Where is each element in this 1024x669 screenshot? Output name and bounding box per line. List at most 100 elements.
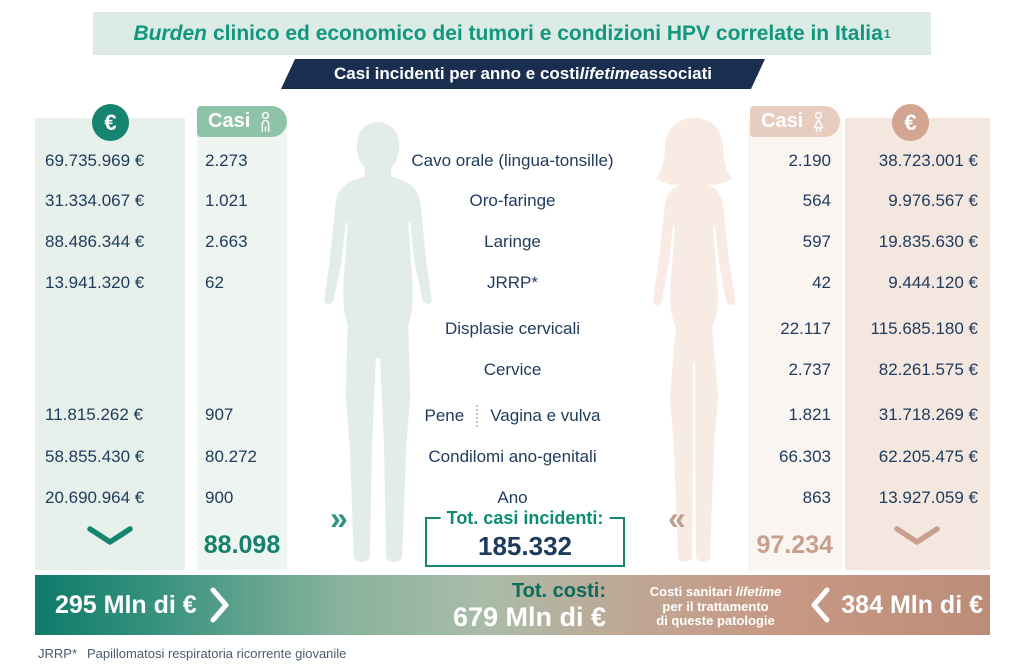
condition-label: JRRP* [486,273,538,292]
chevron-right-icon [210,587,229,623]
female-cost-value: 82.261.575 € [878,360,978,379]
female-cases-value: 66.303 [779,447,831,466]
male-cases-value: 2.273 [205,151,248,170]
female-cases-value: 597 [802,232,831,251]
incident-total-value: 185.332 [478,531,572,561]
table-row: Cervice 2.737 82.261.575 € [35,360,990,384]
costs-note-line1: Costi sanitari [649,584,736,599]
male-cases-value: 80.272 [205,447,257,466]
female-cost-column-bg [845,118,990,570]
table-row: 88.486.344 € 2.663 Laringe 597 19.835.63… [35,232,990,256]
female-icon [813,111,824,132]
condition-label: Condilomi ano-genitali [428,447,597,466]
table-row: Displasie cervicali 22.117 115.685.180 € [35,319,990,343]
banner-text-post: associati [639,64,712,83]
male-icon [261,111,270,132]
total-costs-label: Tot. costi: [511,580,606,602]
male-cost-value: 13.941.320 € [45,273,145,292]
female-cost-value: 62.205.475 € [878,447,978,466]
footnote: JRRP* Papillomatosi respiratoria ricorren… [38,646,346,661]
female-cost-value: 9.976.567 € [888,191,978,210]
condition-label-male: Pene [424,406,465,425]
title-text: clinico ed economico dei tumori e condiz… [213,21,883,45]
incident-total-label: Tot. casi incidenti: [440,508,610,529]
female-cost-value: 38.723.001 € [878,151,978,170]
male-cost-column-bg [35,118,185,570]
costs-note-line2: per il trattamento [662,598,769,614]
female-cost-value: 13.927.059 € [878,488,978,507]
table-row: 31.334.067 € 1.021 Oro-faringe 564 9.976… [35,191,990,215]
footnote-text: Papillomatosi respiratoria ricorrente gi… [87,646,347,661]
page-title: Burden clinico ed economico dei tumori e… [93,12,931,55]
euro-symbol-right: € [904,109,917,135]
euro-icon-right: € [892,104,929,141]
condition-label: Displasie cervicali [444,319,581,338]
female-cases-column-bg [748,118,842,570]
female-cost-total: 384 Mln di € [809,575,983,635]
title-superscript: 1 [883,26,891,41]
euro-icon-left: € [92,104,129,141]
male-cases-value: 900 [205,488,234,507]
female-cases-value: 1.821 [788,405,831,424]
male-cases-value: 2.663 [205,232,248,251]
table-row: 11.815.262 € 907 Pene Vagina e vulva 1.8… [35,405,990,429]
female-cases-total: 97.234 [756,531,833,559]
male-cost-value: 88.486.344 € [45,232,145,251]
condition-label-split: Pene Vagina e vulva [330,405,695,427]
chevron-down-icon [87,526,133,545]
female-cases-header: Casi [750,106,840,137]
total-costs: Tot. costi: 679 Mln di € [452,580,606,632]
bottom-totals-bar: 295 Mln di € Tot. costi: 679 Mln di € Co… [35,575,990,635]
female-cases-value: 863 [802,488,831,507]
condition-label: Laringe [484,232,541,251]
double-chevron-right-icon: » [330,500,348,536]
male-cost-value: 31.334.067 € [45,191,145,210]
chevron-down-icon [894,526,940,545]
male-cases-column-bg [197,118,287,570]
male-cost-total: 295 Mln di € [55,575,231,635]
table-row: 58.855.430 € 80.272 Condilomi ano-genita… [35,447,990,471]
male-cases-total: 88.098 [203,531,281,559]
female-cases-header-label: Casi [761,110,804,132]
subtitle-banner: Casi incidenti per anno e costi lifetime… [281,59,765,89]
title-italic-word: Burden [133,21,208,45]
male-cost-value: 11.815.262 € [45,405,143,424]
chevron-left-icon [811,587,830,623]
male-cases-value: 907 [205,405,234,424]
male-cases-header-label: Casi [208,110,251,132]
table-row: 20.690.964 € 900 Ano 863 13.927.059 € [35,488,990,512]
female-cost-total-value: 384 Mln di € [841,590,983,619]
female-cost-value: 115.685.180 € [870,319,978,338]
condition-label: Oro-faringe [469,191,556,210]
costs-note: Costi sanitari lifetime per il trattamen… [633,584,798,629]
condition-label: Ano [497,488,528,507]
male-cases-header: Casi [197,106,287,137]
male-silhouette [324,122,432,562]
table-row: 69.735.969 € 2.273 Cavo orale (lingua-to… [35,151,990,175]
condition-label: Cervice [483,360,542,379]
female-cases-value: 2.190 [788,151,831,170]
male-cases-value: 1.021 [205,191,248,210]
female-cost-value: 9.444.120 € [888,273,978,292]
condition-label: Cavo orale (lingua-tonsille) [411,151,614,170]
female-silhouette [652,118,736,562]
male-cost-value: 20.690.964 € [45,488,145,507]
male-cost-total-value: 295 Mln di € [55,590,197,619]
female-cost-value: 31.718.269 € [878,405,978,424]
euro-symbol-left: € [104,109,117,135]
incident-total-box: Tot. casi incidenti: 185.332 [425,508,625,567]
table-row: 13.941.320 € 62 JRRP* 42 9.444.120 € [35,273,990,297]
male-cost-value: 69.735.969 € [45,151,145,170]
female-cases-value: 2.737 [788,360,831,379]
total-costs-value: 679 Mln di € [452,601,606,632]
male-cost-value: 58.855.430 € [45,447,145,466]
female-cases-value: 42 [812,273,831,292]
female-cases-value: 22.117 [780,319,831,338]
costs-note-line3: di queste patologie [656,613,775,628]
condition-label-female: Vagina e vulva [490,406,601,425]
costs-note-italic: lifetime [735,584,782,599]
banner-text-italic: lifetime [579,64,640,83]
banner-text-pre: Casi incidenti per anno e costi [334,64,580,83]
female-cost-value: 19.835.630 € [878,232,978,251]
